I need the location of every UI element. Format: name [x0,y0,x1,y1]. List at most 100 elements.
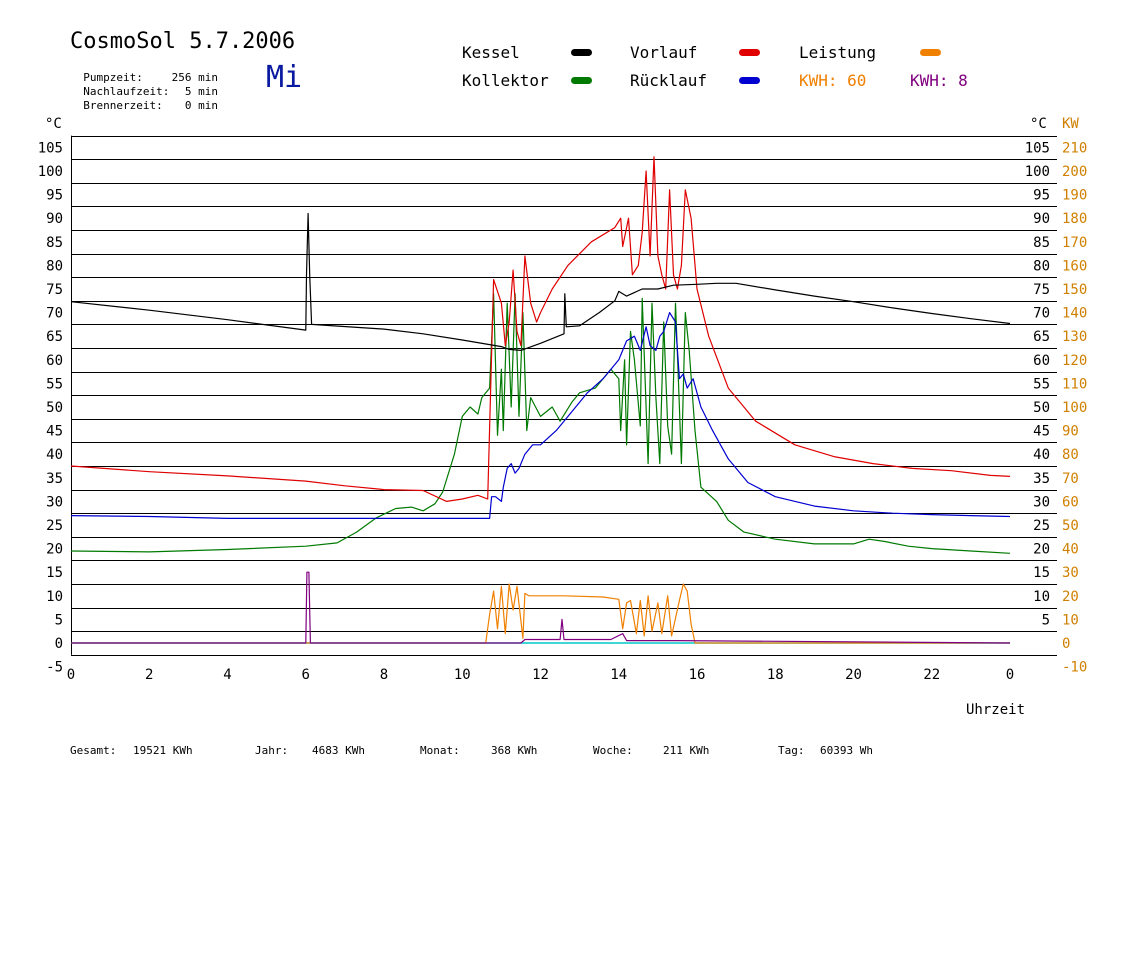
y-tick-label: 75 [46,282,63,298]
series-r-cklauf [70,312,1011,520]
right-power-unit-label: KW [1062,116,1079,132]
y-tick-label-right: 70 [1033,306,1050,322]
power-tick-label: 80 [1062,447,1079,463]
y-tick-label: 20 [46,542,63,558]
y-tick-label: 0 [55,636,63,652]
stat-label: Jahr: [255,744,289,757]
y-tick-label-right: 90 [1033,211,1050,227]
power-tick-label: 60 [1062,494,1079,510]
meta-label: Pumpzeit: [83,71,143,84]
power-tick-label: 10 [1062,612,1079,628]
y-tick-label-right: 45 [1033,424,1050,440]
power-tick-label: 130 [1062,329,1087,345]
y-tick-label: 30 [46,494,63,510]
meta-value: 0 min [184,99,218,112]
y-tick-label: 15 [46,565,63,581]
power-tick-label: 180 [1062,211,1087,227]
series-lines [70,156,1011,644]
y-tick-label: 25 [46,518,63,534]
y-tick-label-right: 60 [1033,353,1050,369]
y-tick-label: 90 [46,211,63,227]
stat-monat: 368 KWh [491,744,538,757]
y-tick-label: 5 [55,612,63,628]
legend-kwh-purple: KWH: 8 [910,71,968,90]
x-tick-label: 14 [610,667,627,683]
y-tick-label-right: 75 [1033,282,1050,298]
chart-title: CosmoSol 5.7.2006 [70,29,296,54]
y-tick-label: 85 [46,235,63,251]
legend-kessel: Kessel [462,43,520,62]
y-tick-label: 50 [46,400,63,416]
series-kessel [70,212,1011,351]
y-tick-label: 65 [46,329,63,345]
y-tick-label-right: 15 [1033,565,1050,581]
series-kwh-2 [71,571,1011,644]
y-tick-label-right: 10 [1033,589,1050,605]
power-tick-label: 200 [1062,164,1087,180]
meta-row: Pumpzeit: 256 min [70,58,218,84]
meta-label: Brennerzeit: [83,99,163,112]
legend-leistung: Leistung [799,43,877,62]
power-tick-label: 150 [1062,282,1087,298]
y-tick-label-right: 20 [1033,542,1050,558]
x-tick-label: 6 [302,667,310,683]
statistics-bar: Gesamt: 19521 KWh Jahr: 4683 KWh Monat: … [0,744,1148,760]
y-tick-label: 60 [46,353,63,369]
axis-ticks: -505101520253035404550556065707580859095… [38,140,1088,683]
stat-jahr: 4683 KWh [312,744,365,757]
meta-row: Brennerzeit: 0 min [70,86,218,112]
stat-label: Tag: [778,744,805,757]
y-tick-label-right: 50 [1033,400,1050,416]
weekday-label: Mi [266,60,303,95]
meta-value: 256 min [171,71,218,84]
grid-lines [71,135,1057,656]
power-tick-label: 110 [1062,376,1087,392]
y-tick-label-right: 100 [1025,164,1050,180]
y-tick-label-right: 85 [1033,235,1050,251]
y-tick-label-right: 95 [1033,188,1050,204]
power-tick-label: 170 [1062,235,1087,251]
power-tick-label: -10 [1062,660,1087,676]
y-tick-label: 10 [46,589,63,605]
stat-label: Monat: [420,744,460,757]
x-tick-label: 16 [689,667,706,683]
power-tick-label: 40 [1062,542,1079,558]
y-tick-label-right: 25 [1033,518,1050,534]
power-tick-label: 70 [1062,471,1079,487]
power-tick-label: 120 [1062,353,1087,369]
y-tick-label-right: 55 [1033,376,1050,392]
x-tick-label: 18 [767,667,784,683]
y-tick-label: 105 [38,140,63,156]
series-kollektor [70,293,1011,554]
meta-label: Nachlaufzeit: [83,85,170,98]
y-tick-label: 70 [46,306,63,322]
series-leistung [71,583,1010,644]
y-tick-label: 45 [46,424,63,440]
x-tick-label: 0 [1006,667,1014,683]
power-tick-label: 190 [1062,188,1087,204]
meta-value: 5 min [184,85,218,98]
x-tick-label: 0 [67,667,75,683]
temperature-chart: -505101520253035404550556065707580859095… [38,116,1088,718]
x-tick-label: 4 [223,667,231,683]
y-tick-label: -5 [46,660,63,676]
y-tick-label: 95 [46,188,63,204]
power-tick-label: 160 [1062,258,1087,274]
power-tick-label: 20 [1062,589,1079,605]
y-tick-label-right: 30 [1033,494,1050,510]
stat-label: Woche: [593,744,633,757]
power-tick-label: 210 [1062,140,1087,156]
power-tick-label: 140 [1062,306,1087,322]
meta-row: Nachlaufzeit: 5 min [70,72,218,98]
power-tick-label: 90 [1062,424,1079,440]
x-tick-label: 22 [923,667,940,683]
legend-swatch-kollektor [571,77,592,84]
right-unit-label: °C [1030,116,1047,132]
y-tick-label: 80 [46,258,63,274]
stat-woche: 211 KWh [663,744,710,757]
legend-kollektor: Kollektor [462,71,549,90]
legend-swatch-kessel [571,49,592,56]
power-tick-label: 100 [1062,400,1087,416]
y-tick-label: 35 [46,471,63,487]
y-tick-label: 100 [38,164,63,180]
